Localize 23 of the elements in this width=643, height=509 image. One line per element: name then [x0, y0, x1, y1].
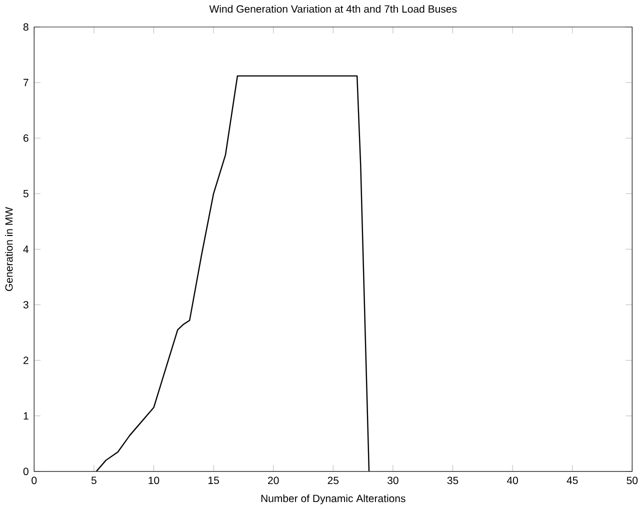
- y-tick-label: 4: [23, 245, 29, 253]
- x-tick-label: 0: [32, 476, 37, 484]
- x-tick-label: 45: [566, 476, 578, 484]
- y-tick-label: 0: [23, 468, 28, 476]
- y-tick-label: 1: [24, 412, 28, 420]
- y-tick-label: 6: [24, 134, 28, 142]
- x-tick-label: 10: [148, 476, 160, 484]
- y-tick-label: 8: [23, 23, 28, 31]
- x-tick-label: 5: [91, 476, 96, 484]
- x-axis-title: Number of Dynamic Alterations: [261, 494, 406, 504]
- y-tick-label: 7: [24, 78, 28, 86]
- chart-title: Wind Generation Variation at 4th and 7th Load Buses: [209, 4, 457, 13]
- x-tick-label: 35: [447, 476, 458, 484]
- y-axis-title: Generation in MW: [5, 206, 13, 291]
- x-tick-label: 20: [268, 476, 279, 484]
- x-tick-label: 25: [328, 476, 339, 484]
- x-tick-label: 15: [208, 476, 219, 484]
- x-tick-label: 50: [626, 476, 638, 484]
- y-tick-label: 2: [24, 356, 28, 364]
- y-tick-label: 5: [23, 190, 28, 198]
- y-tick-label: 3: [23, 300, 28, 308]
- x-tick-label: 40: [506, 476, 518, 484]
- x-tick-label: 30: [388, 476, 398, 484]
